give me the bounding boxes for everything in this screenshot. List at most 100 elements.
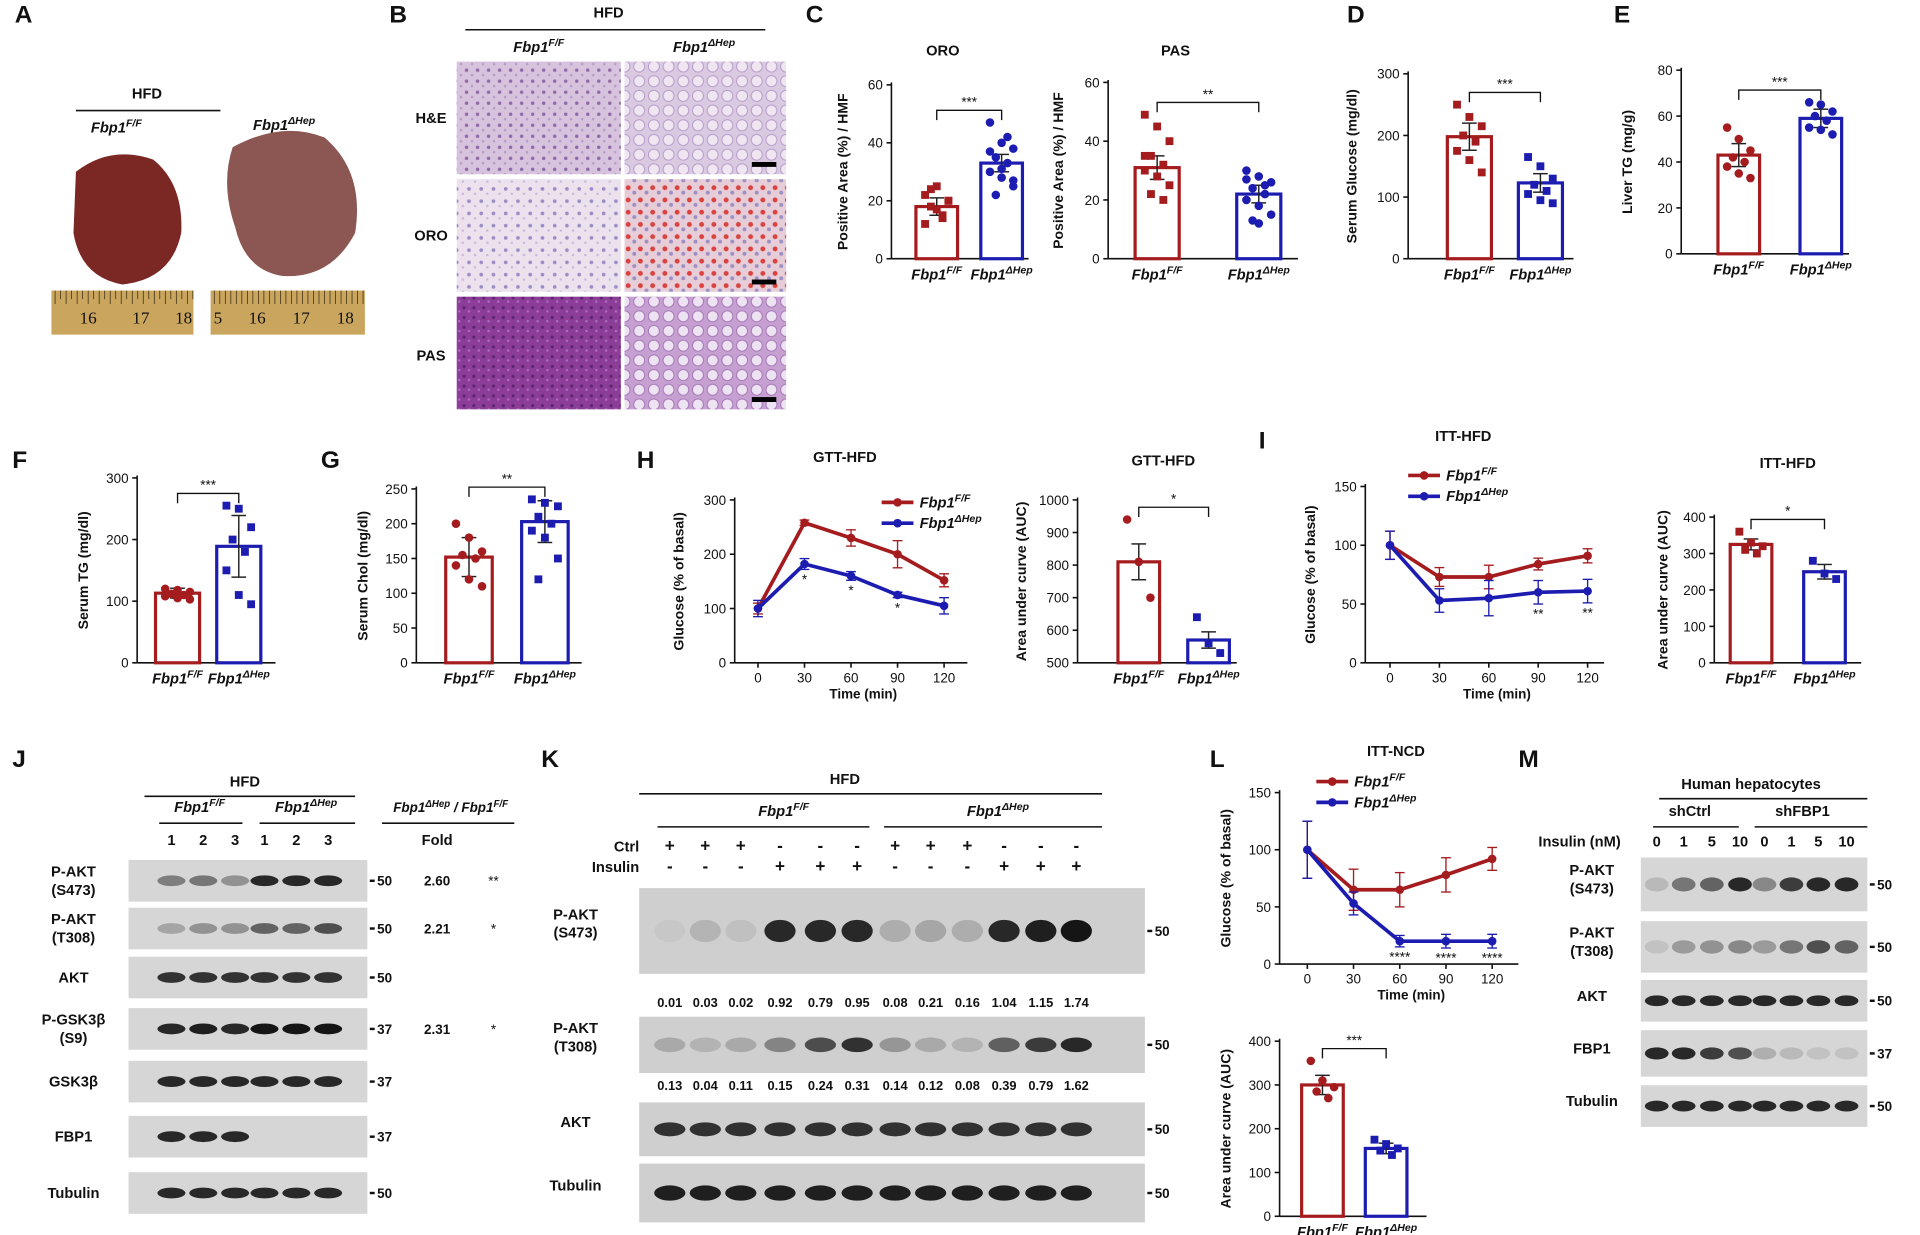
scale-bar xyxy=(751,397,777,402)
blot-row-label: (S473) xyxy=(553,926,597,942)
y-tick-label: 80 xyxy=(1658,63,1673,78)
blot-group: shCtrl xyxy=(1669,804,1711,820)
data-point xyxy=(939,601,949,611)
treatment-sign: - xyxy=(667,856,673,876)
blot-band xyxy=(689,1037,721,1053)
blot-band xyxy=(189,923,218,934)
data-point xyxy=(173,593,182,603)
data-point xyxy=(1153,122,1162,131)
lane-label: 5 xyxy=(1708,834,1716,850)
y-tick-label: 200 xyxy=(106,532,128,547)
annotation: **** xyxy=(1435,951,1457,966)
blot-band xyxy=(951,1037,983,1053)
blot-band xyxy=(764,1037,796,1053)
blot-band xyxy=(914,919,947,943)
data-point xyxy=(1752,549,1761,558)
y-tick-label: 300 xyxy=(1683,546,1705,561)
lane-label: 1 xyxy=(167,833,175,849)
blot-band xyxy=(1779,940,1804,954)
annotation: **** xyxy=(1389,950,1411,965)
category-label: Fbp1F/F xyxy=(1132,265,1183,284)
significance-label: *** xyxy=(1346,1033,1362,1048)
blot-band xyxy=(1025,1037,1057,1053)
x-tick-label: 90 xyxy=(1438,972,1453,987)
significance-label: *** xyxy=(1497,77,1513,92)
blot-band xyxy=(157,972,186,983)
blot-band xyxy=(1806,877,1831,892)
chart-title: PAS xyxy=(1161,43,1190,59)
data-point xyxy=(1393,1144,1402,1153)
data-point xyxy=(1477,122,1486,131)
blot-band xyxy=(914,1037,947,1053)
y-tick-label: 20 xyxy=(1085,193,1100,208)
data-point xyxy=(1548,174,1557,183)
legend-label: Fbp1ΔHep xyxy=(1446,486,1509,505)
blot-band xyxy=(841,1037,873,1053)
blot-band xyxy=(189,875,218,887)
blot-band xyxy=(282,1023,311,1035)
quant-value: 1.04 xyxy=(992,995,1018,1010)
category-label: Fbp1F/F xyxy=(1713,260,1764,279)
treatment-sign: + xyxy=(736,835,746,855)
blot-band xyxy=(1779,995,1804,1007)
data-point xyxy=(1009,144,1018,153)
y-tick-label: 200 xyxy=(385,517,407,532)
data-point xyxy=(997,164,1006,174)
y-tick-label: 400 xyxy=(1683,510,1705,525)
blot-band xyxy=(157,1076,186,1087)
treatment-sign: + xyxy=(926,835,936,855)
x-tick-label: 30 xyxy=(1432,670,1447,685)
blot-band xyxy=(804,1122,837,1137)
blot-strip xyxy=(639,888,1145,974)
blot-row-label: GSK3β xyxy=(49,1074,98,1090)
data-point xyxy=(471,554,480,563)
treatment-sign: - xyxy=(818,835,824,855)
blot-band xyxy=(841,1185,873,1201)
data-point xyxy=(1524,190,1532,198)
data-point xyxy=(1524,153,1532,161)
data-point xyxy=(1192,613,1201,622)
data-point xyxy=(985,167,995,177)
data-point xyxy=(921,220,929,228)
micrograph xyxy=(456,296,621,410)
x-tick-label: 120 xyxy=(933,670,955,685)
blot-band xyxy=(1806,940,1831,954)
mw-label: 50 xyxy=(377,970,392,985)
lane-label: 2 xyxy=(199,833,207,849)
y-tick-label: 100 xyxy=(1249,1165,1271,1180)
legend-label: Fbp1F/F xyxy=(1354,771,1405,790)
data-point xyxy=(1734,169,1744,178)
data-point xyxy=(451,561,461,570)
x-tick-label: 90 xyxy=(1531,670,1546,685)
y-tick-label: 40 xyxy=(1658,155,1673,170)
data-point xyxy=(1487,936,1497,946)
data-point xyxy=(1816,100,1826,109)
treatment-label: Ctrl xyxy=(614,839,639,855)
blot-band xyxy=(951,1185,983,1201)
treatment-sign: - xyxy=(1073,835,1079,855)
significance-bracket xyxy=(1468,91,1542,103)
blot-band xyxy=(1699,1047,1724,1060)
quant-value: 0.02 xyxy=(728,995,753,1010)
quant-value: 1.15 xyxy=(1028,995,1053,1010)
blot-band xyxy=(1779,1047,1804,1060)
blot-band xyxy=(988,1185,1020,1201)
category-label: Fbp1ΔHep xyxy=(208,669,271,688)
y-tick-label: 700 xyxy=(1047,591,1069,606)
blot-band xyxy=(1728,1100,1752,1112)
data-point xyxy=(554,554,562,563)
blot-band xyxy=(314,875,343,887)
mw-label: 50 xyxy=(1877,994,1892,1009)
ruler-label: 16 xyxy=(249,309,267,328)
panel-label: E xyxy=(1614,1,1630,28)
data-point xyxy=(1003,132,1012,142)
quant-value: 0.24 xyxy=(808,1078,834,1093)
data-point xyxy=(1395,885,1405,895)
mw-label: 50 xyxy=(1155,924,1170,939)
x-axis-label: Time (min) xyxy=(1377,988,1445,1003)
blot-band xyxy=(804,1037,837,1053)
mw-label: 50 xyxy=(1877,1099,1892,1114)
data-point xyxy=(1306,1056,1316,1066)
lane-label: 1 xyxy=(1787,834,1795,850)
data-point xyxy=(1165,137,1174,146)
